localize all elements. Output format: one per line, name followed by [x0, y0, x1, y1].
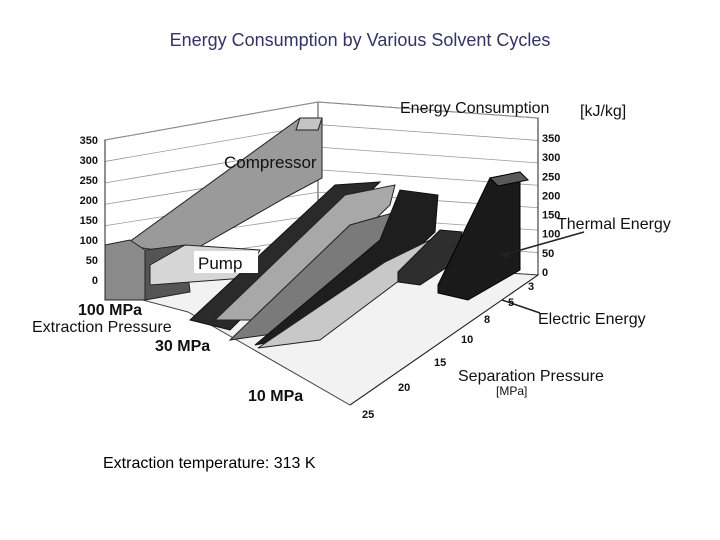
z-tick-left-300: 300: [80, 155, 98, 167]
z-tick-left-150: 150: [80, 215, 98, 227]
thermal-energy-arrowhead: [500, 250, 510, 258]
x-tick-10: 10: [461, 334, 473, 346]
annotation-electric-energy: Electric Energy: [538, 311, 646, 328]
thermal-energy-arrow: [502, 231, 585, 256]
z-tick-right-200: 200: [542, 190, 560, 202]
x-tick-8: 8: [484, 314, 490, 326]
slide-title: Energy Consumption by Various Solvent Cy…: [169, 30, 551, 50]
z-axis-unit: [kJ/kg]: [580, 103, 626, 120]
z-tick-left-0: 0: [92, 275, 98, 287]
y-category-100mpa: 100 MPa: [78, 302, 142, 319]
x-axis-unit: [MPa]: [496, 384, 527, 398]
x-tick-5: 5: [508, 297, 514, 309]
annotation-thermal-energy: Thermal Energy: [557, 216, 671, 233]
z-tick-right-100: 100: [542, 229, 560, 241]
gridline-right-0: [317, 101, 539, 119]
gridline-right-1: [317, 124, 539, 141]
pump-label-background: [194, 251, 258, 273]
x-tick-15: 15: [434, 357, 446, 369]
annotation-compressor: Compressor: [224, 153, 317, 172]
z-tick-left-350: 350: [80, 135, 98, 147]
x-axis-label: Separation Pressure: [458, 368, 604, 385]
z-tick-right-350: 350: [542, 133, 560, 145]
bar-compressor-top: [295, 117, 323, 131]
y-category-30mpa: 30 MPa: [155, 338, 210, 355]
gridline-left-0: [104, 101, 319, 141]
z-tick-left-250: 250: [80, 175, 98, 187]
z-tick-left-50: 50: [86, 255, 98, 267]
annotation-pump: Pump: [198, 254, 242, 273]
electric-energy-arrow: [501, 299, 541, 314]
bar-100mpa-front: [104, 239, 146, 301]
bar-thermal-top: [488, 171, 530, 187]
tick-layer: 3503002502001501005003503002502001501005…: [80, 133, 561, 421]
z-tick-right-250: 250: [542, 171, 560, 183]
z-tick-left-200: 200: [80, 195, 98, 207]
separation-axis: [349, 274, 539, 406]
gridline-right-2: [317, 146, 539, 164]
x-tick-3: 3: [528, 281, 534, 293]
z-axis-label: Energy Consumption: [400, 100, 549, 117]
caption: Extraction temperature: 313 K: [103, 455, 316, 472]
z-tick-right-300: 300: [542, 152, 560, 164]
y-category-10mpa: 10 MPa: [248, 388, 303, 405]
z-tick-right-150: 150: [542, 210, 560, 222]
x-tick-25: 25: [362, 409, 374, 421]
x-tick-20: 20: [398, 382, 410, 394]
z-tick-right-0: 0: [542, 267, 548, 279]
z-tick-right-50: 50: [542, 248, 554, 260]
y-axis-label: Extraction Pressure: [32, 319, 172, 336]
z-tick-left-100: 100: [80, 235, 98, 247]
